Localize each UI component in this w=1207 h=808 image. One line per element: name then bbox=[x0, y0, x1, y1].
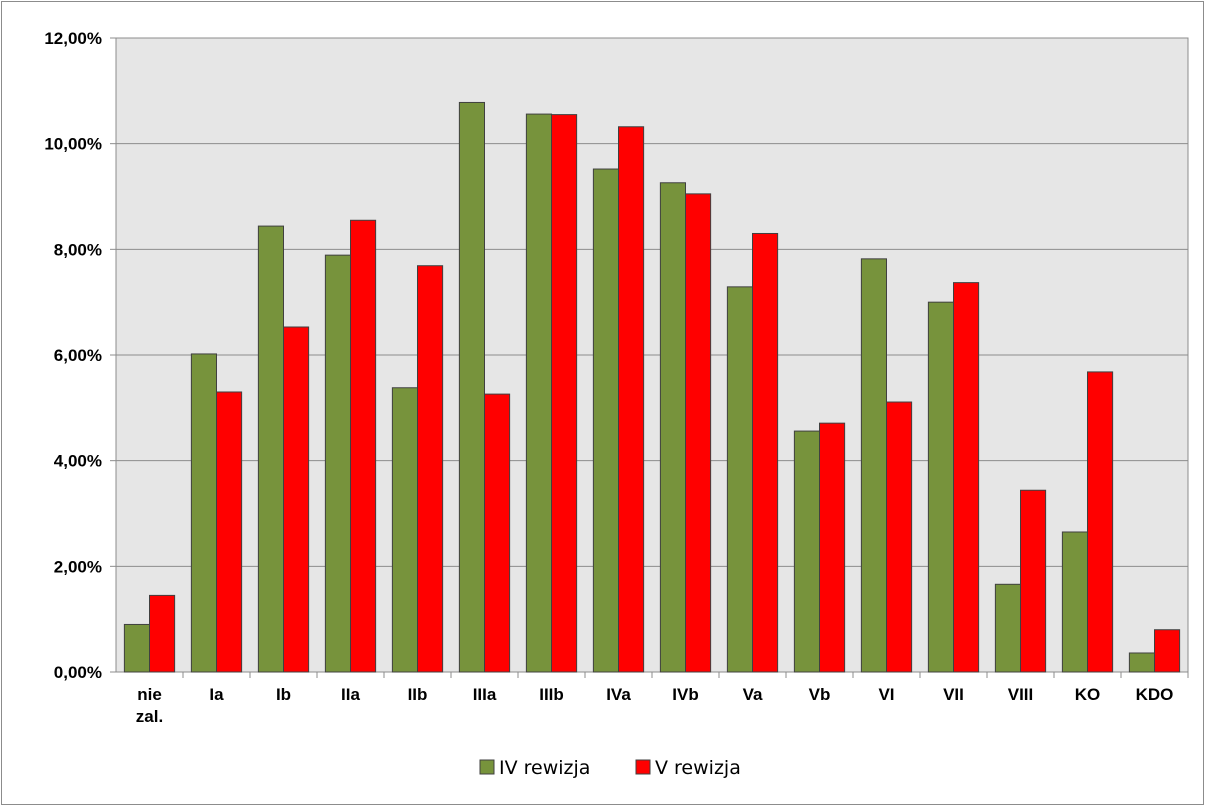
x-tick-label: nie zal. bbox=[136, 685, 163, 726]
x-tick-label: IIIb bbox=[539, 685, 564, 704]
bar bbox=[927, 301, 954, 673]
bar bbox=[953, 282, 980, 673]
legend-swatch bbox=[479, 759, 495, 775]
bar bbox=[123, 623, 150, 673]
x-tick-label: IIa bbox=[341, 685, 360, 704]
x-tick-label: VI bbox=[878, 685, 894, 704]
x-tick-label: Ia bbox=[209, 685, 224, 704]
bar bbox=[1154, 629, 1181, 673]
bar bbox=[216, 391, 243, 673]
x-tick-label: KDO bbox=[1136, 685, 1174, 704]
bar bbox=[793, 430, 820, 673]
y-tick-label: 0,00% bbox=[54, 663, 102, 682]
y-tick-label: 10,00% bbox=[44, 135, 102, 154]
x-tick-label: VIII bbox=[1008, 685, 1034, 704]
bar bbox=[350, 219, 377, 673]
bar bbox=[659, 182, 686, 673]
x-tick-label: IVb bbox=[672, 685, 698, 704]
bar bbox=[1087, 371, 1114, 673]
bar bbox=[149, 594, 176, 673]
bar bbox=[391, 387, 418, 673]
legend-swatch bbox=[635, 759, 651, 775]
bar bbox=[618, 126, 645, 673]
y-tick-label: 6,00% bbox=[54, 346, 102, 365]
bar bbox=[257, 225, 284, 673]
x-tick-label: Va bbox=[743, 685, 763, 704]
bar bbox=[283, 326, 310, 673]
bar bbox=[994, 583, 1021, 673]
bar bbox=[417, 265, 444, 673]
bar bbox=[525, 113, 552, 673]
bar bbox=[886, 401, 913, 673]
x-tick-label: IIIa bbox=[473, 685, 497, 704]
bar bbox=[1128, 652, 1155, 673]
bar bbox=[551, 114, 578, 673]
bar bbox=[190, 353, 217, 673]
legend-label: IV rewizja bbox=[499, 757, 590, 779]
bar bbox=[685, 193, 712, 673]
x-tick-label: VII bbox=[943, 685, 964, 704]
bar bbox=[324, 254, 351, 673]
x-tick-label: KO bbox=[1075, 685, 1101, 704]
x-tick-label: Ib bbox=[276, 685, 291, 704]
bar bbox=[484, 393, 511, 673]
bar bbox=[726, 286, 753, 673]
bar bbox=[458, 101, 485, 673]
x-tick-label: Vb bbox=[809, 685, 831, 704]
bar bbox=[592, 168, 619, 673]
x-tick-label: IIb bbox=[408, 685, 428, 704]
y-tick-label: 8,00% bbox=[54, 240, 102, 259]
y-tick-label: 2,00% bbox=[54, 557, 102, 576]
bar bbox=[1020, 489, 1047, 673]
y-tick-label: 4,00% bbox=[54, 452, 102, 471]
bar bbox=[752, 232, 779, 673]
bar bbox=[860, 258, 887, 673]
bar bbox=[1061, 531, 1088, 673]
legend-label: V rewizja bbox=[655, 757, 741, 779]
bar bbox=[819, 422, 846, 673]
y-tick-label: 12,00% bbox=[44, 29, 102, 48]
x-tick-label: IVa bbox=[606, 685, 631, 704]
